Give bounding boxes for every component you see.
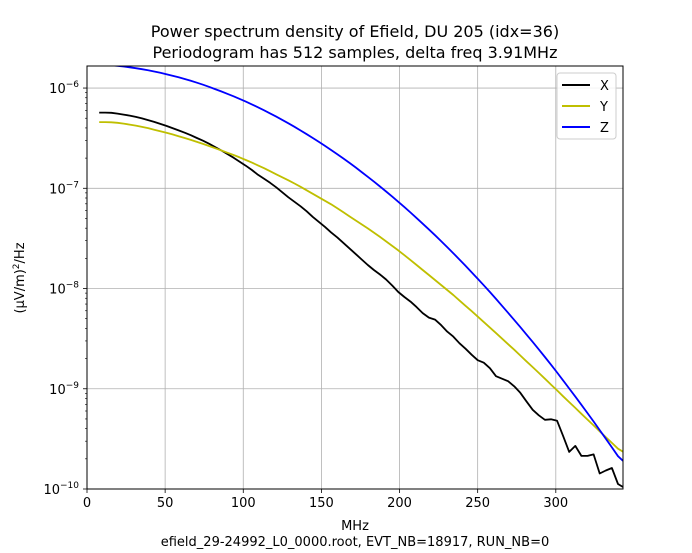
y-axis-label-suffix: /Hz	[13, 242, 28, 263]
y-tick-label-base: 10	[49, 82, 66, 97]
x-tick-label: 50	[157, 496, 174, 511]
x-tick-label: 150	[309, 496, 334, 511]
series-lines	[99, 66, 623, 488]
x-tick-label: 100	[231, 496, 256, 511]
x-tick-label: 300	[543, 496, 568, 511]
y-tick-label-exponent: −10	[60, 481, 79, 491]
legend-label-z: Z	[600, 121, 609, 136]
grid-lines	[86, 66, 623, 490]
y-tick-label: 10−8	[49, 281, 79, 298]
x-tick-label: 0	[83, 496, 91, 511]
series-line-y	[99, 121, 623, 453]
y-tick-label-exponent: −8	[66, 281, 80, 291]
chart-title-line2: Periodogram has 512 samples, delta freq …	[153, 43, 558, 62]
y-tick-label-base: 10	[49, 182, 66, 197]
legend: XYZ	[556, 72, 617, 140]
y-tick-label: 10−7	[49, 180, 79, 197]
series-line-x	[99, 111, 623, 488]
y-tick-label-exponent: −6	[66, 80, 80, 90]
y-tick-label-base: 10	[49, 383, 66, 398]
legend-label-x: X	[600, 79, 609, 94]
y-tick-label-base: 10	[43, 483, 60, 498]
y-tick-label: 10−10	[43, 481, 79, 498]
x-tick-label: 250	[465, 496, 490, 511]
y-axis-label: (µV/m)2/Hz	[12, 242, 28, 313]
y-tick-label-base: 10	[49, 283, 66, 298]
x-tick-label: 200	[387, 496, 412, 511]
y-axis-label-prefix: (µV/m)	[13, 269, 28, 313]
legend-label-y: Y	[599, 100, 608, 115]
y-tick-label: 10−9	[49, 381, 79, 398]
plot-frame	[86, 65, 624, 490]
series-line-z	[99, 66, 623, 462]
y-tick-label-exponent: −9	[66, 381, 80, 391]
chart-title-line1: Power spectrum density of Efield, DU 205…	[151, 22, 559, 41]
footer-text: efield_29-24992_L0_0000.root, EVT_NB=189…	[161, 535, 549, 549]
y-tick-label-exponent: −7	[66, 180, 79, 190]
x-axis-ticks: 0 50 100 150 200 250 300	[83, 489, 568, 511]
x-axis-label: MHz	[341, 519, 369, 534]
y-tick-label: 10−6	[49, 80, 79, 97]
y-axis-label-exponent: 2	[12, 263, 22, 269]
